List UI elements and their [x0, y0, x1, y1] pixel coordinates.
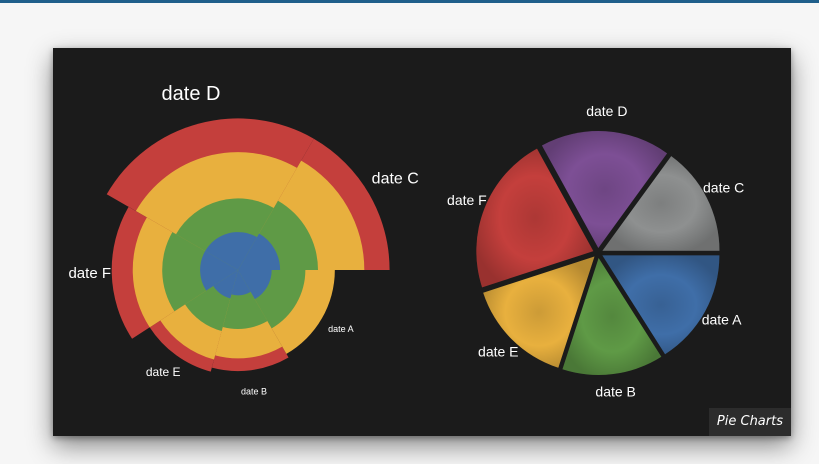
radial-label-date-c: date C	[372, 170, 419, 187]
charts-svg: date A date B date C date D date E date F dat…	[68, 83, 744, 400]
pie-slice-group-date-b[interactable]	[562, 257, 662, 375]
pie-label-date-c: date C	[703, 180, 744, 196]
radial-slice-date-b-green[interactable]	[222, 270, 268, 329]
chart-caption: Pie Charts	[708, 408, 791, 436]
radial-label-date-b: date B	[241, 386, 267, 396]
pie-slice-group-date-f[interactable]	[476, 148, 594, 288]
pie-slice-shade-date-a	[602, 255, 720, 355]
pie-slice-shade-date-d	[541, 131, 668, 249]
layered-radial-pie-chart: date A date B date C date D date E date F	[68, 83, 418, 396]
radial-slice-date-f-green[interactable]	[162, 232, 238, 312]
pie-slice-group-date-d[interactable]	[541, 131, 668, 249]
pie-slice-shade-date-f	[476, 148, 594, 288]
pie-label-date-b: date B	[595, 384, 635, 400]
radial-slice-date-d-green[interactable]	[176, 198, 274, 270]
radial-slice-date-b-blue[interactable]	[231, 270, 251, 296]
radial-label-date-f: date F	[68, 265, 111, 282]
pie-label-date-d: date D	[586, 103, 627, 119]
pie-slice-group-date-c[interactable]	[602, 156, 720, 251]
pie-label-date-a: date A	[702, 312, 742, 328]
radial-slice-date-d-blue[interactable]	[205, 232, 257, 270]
radial-slice-date-e-blue[interactable]	[213, 270, 238, 299]
pie-label-date-e: date E	[478, 343, 518, 359]
radial-label-date-e: date E	[146, 365, 181, 379]
exploded-pie-chart: date A date B date E date F date D date C	[447, 103, 744, 400]
pie-slice-shade-date-b	[562, 257, 662, 375]
radial-slice-date-a-blue[interactable]	[238, 270, 272, 300]
radial-label-date-a: date A	[328, 324, 354, 334]
radial-slice-date-f-blue[interactable]	[200, 251, 238, 291]
radial-slice-date-c-blue[interactable]	[238, 233, 281, 270]
pie-slice-shade-date-e	[483, 256, 595, 368]
radial-label-date-d: date D	[162, 83, 221, 105]
pie-slice-group-date-a[interactable]	[602, 255, 720, 355]
top-accent-strip	[0, 0, 819, 3]
chart-canvas: date A date B date C date D date E date F dat…	[53, 48, 791, 436]
pie-slice-shade-date-c	[602, 156, 720, 251]
pie-label-date-f: date F	[447, 192, 487, 208]
pie-slice-group-date-e[interactable]	[483, 256, 595, 368]
